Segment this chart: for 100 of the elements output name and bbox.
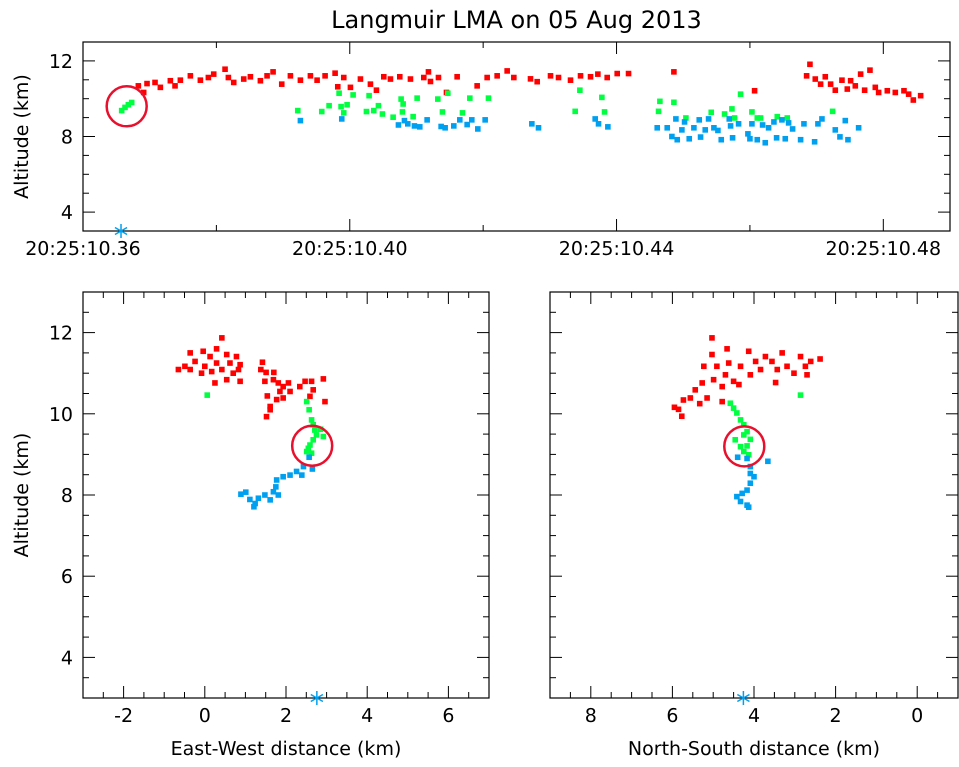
- point: [748, 436, 754, 442]
- point: [769, 358, 775, 364]
- point: [306, 406, 312, 413]
- point: [741, 448, 747, 454]
- y-tick-label: 8: [60, 485, 73, 507]
- point: [187, 350, 193, 356]
- point: [198, 370, 204, 376]
- y-tick-label: 12: [48, 322, 73, 345]
- point: [237, 362, 243, 368]
- point: [798, 392, 804, 398]
- chart-title: Langmuir LMA on 05 Aug 2013: [331, 6, 702, 34]
- x-tick-label: 20:25:10.36: [25, 238, 141, 260]
- point: [280, 474, 286, 480]
- point: [297, 384, 303, 390]
- point: [751, 474, 757, 480]
- point: [320, 376, 326, 382]
- point: [817, 356, 823, 362]
- point: [224, 352, 230, 358]
- point: [286, 380, 292, 386]
- point: [762, 354, 768, 360]
- point: [322, 398, 328, 404]
- point: [741, 432, 747, 438]
- point: [275, 492, 282, 498]
- point: [748, 372, 754, 378]
- point: [214, 346, 220, 352]
- point: [308, 378, 314, 384]
- point: [247, 496, 253, 502]
- point: [271, 370, 277, 376]
- point: [251, 504, 257, 510]
- point: [236, 366, 242, 372]
- point: [758, 366, 764, 372]
- y-tick-label: 4: [60, 647, 73, 670]
- point: [260, 359, 266, 366]
- point: [736, 382, 742, 388]
- x-tick-label: 2: [830, 705, 842, 727]
- point: [280, 395, 286, 401]
- point: [200, 348, 206, 354]
- y-tick-label: 4: [60, 202, 73, 224]
- point: [739, 490, 745, 496]
- point: [734, 494, 740, 500]
- point: [732, 436, 738, 443]
- point: [738, 498, 744, 504]
- point: [709, 352, 715, 358]
- point: [270, 376, 276, 382]
- point: [267, 497, 273, 503]
- point: [738, 444, 744, 450]
- point: [263, 370, 269, 376]
- point: [744, 487, 750, 493]
- point: [726, 360, 732, 366]
- point: [680, 397, 686, 403]
- point: [765, 458, 771, 464]
- point: [774, 366, 780, 372]
- point: [299, 472, 305, 478]
- point: [719, 398, 725, 404]
- point: [287, 388, 293, 394]
- x-tick-label: 6: [442, 705, 454, 727]
- point: [772, 380, 778, 386]
- point: [262, 492, 268, 498]
- point: [804, 372, 810, 378]
- point: [237, 378, 243, 384]
- point: [234, 354, 240, 360]
- point: [746, 348, 752, 354]
- y-tick-label: 12: [48, 50, 73, 73]
- point: [274, 396, 280, 402]
- point: [287, 472, 293, 478]
- x-tick-label: 2: [280, 705, 292, 727]
- x-tick-label: 6: [666, 705, 678, 727]
- point: [808, 358, 814, 364]
- point: [779, 350, 785, 356]
- point: [224, 376, 230, 382]
- x-tick-label: -2: [114, 705, 134, 727]
- point: [202, 364, 208, 370]
- point: [258, 366, 264, 372]
- point: [791, 370, 797, 376]
- y-tick-label: 10: [48, 404, 73, 426]
- point: [304, 398, 310, 404]
- point: [212, 380, 218, 386]
- y-tick-label: 8: [60, 126, 73, 148]
- point: [302, 378, 308, 384]
- point: [310, 436, 316, 443]
- x-tick-label: 8: [584, 705, 597, 727]
- point: [738, 364, 744, 370]
- point: [277, 388, 283, 394]
- point: [273, 484, 279, 490]
- x-tick-label: 20:25:10.44: [558, 238, 674, 260]
- point: [219, 366, 225, 372]
- point: [256, 495, 262, 502]
- point: [676, 406, 682, 412]
- point: [748, 480, 754, 486]
- point: [227, 360, 233, 366]
- point: [798, 354, 804, 360]
- point: [710, 376, 716, 382]
- x-tick-label: 4: [361, 705, 374, 727]
- point: [692, 387, 698, 393]
- point: [274, 477, 280, 483]
- point: [275, 380, 282, 386]
- point: [314, 432, 320, 438]
- point: [214, 360, 220, 366]
- point: [238, 491, 244, 497]
- x-tick-label: 20:25:10.40: [292, 238, 408, 260]
